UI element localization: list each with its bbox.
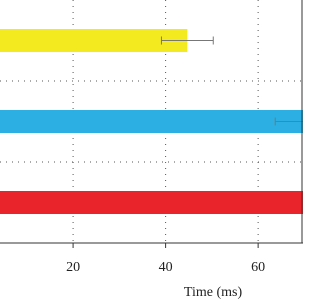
bar (0, 110, 303, 133)
x-axis-label: Time (ms) (184, 285, 243, 300)
x-tick-label: 60 (251, 260, 265, 275)
chart: Time (ms) 20 40 60 (0, 0, 303, 300)
error-bar (160, 36, 214, 45)
bar (0, 29, 188, 52)
bar (0, 191, 303, 214)
x-tick-label: 40 (159, 260, 173, 275)
error-bar (274, 117, 303, 126)
x-tick-label: 20 (66, 260, 80, 275)
